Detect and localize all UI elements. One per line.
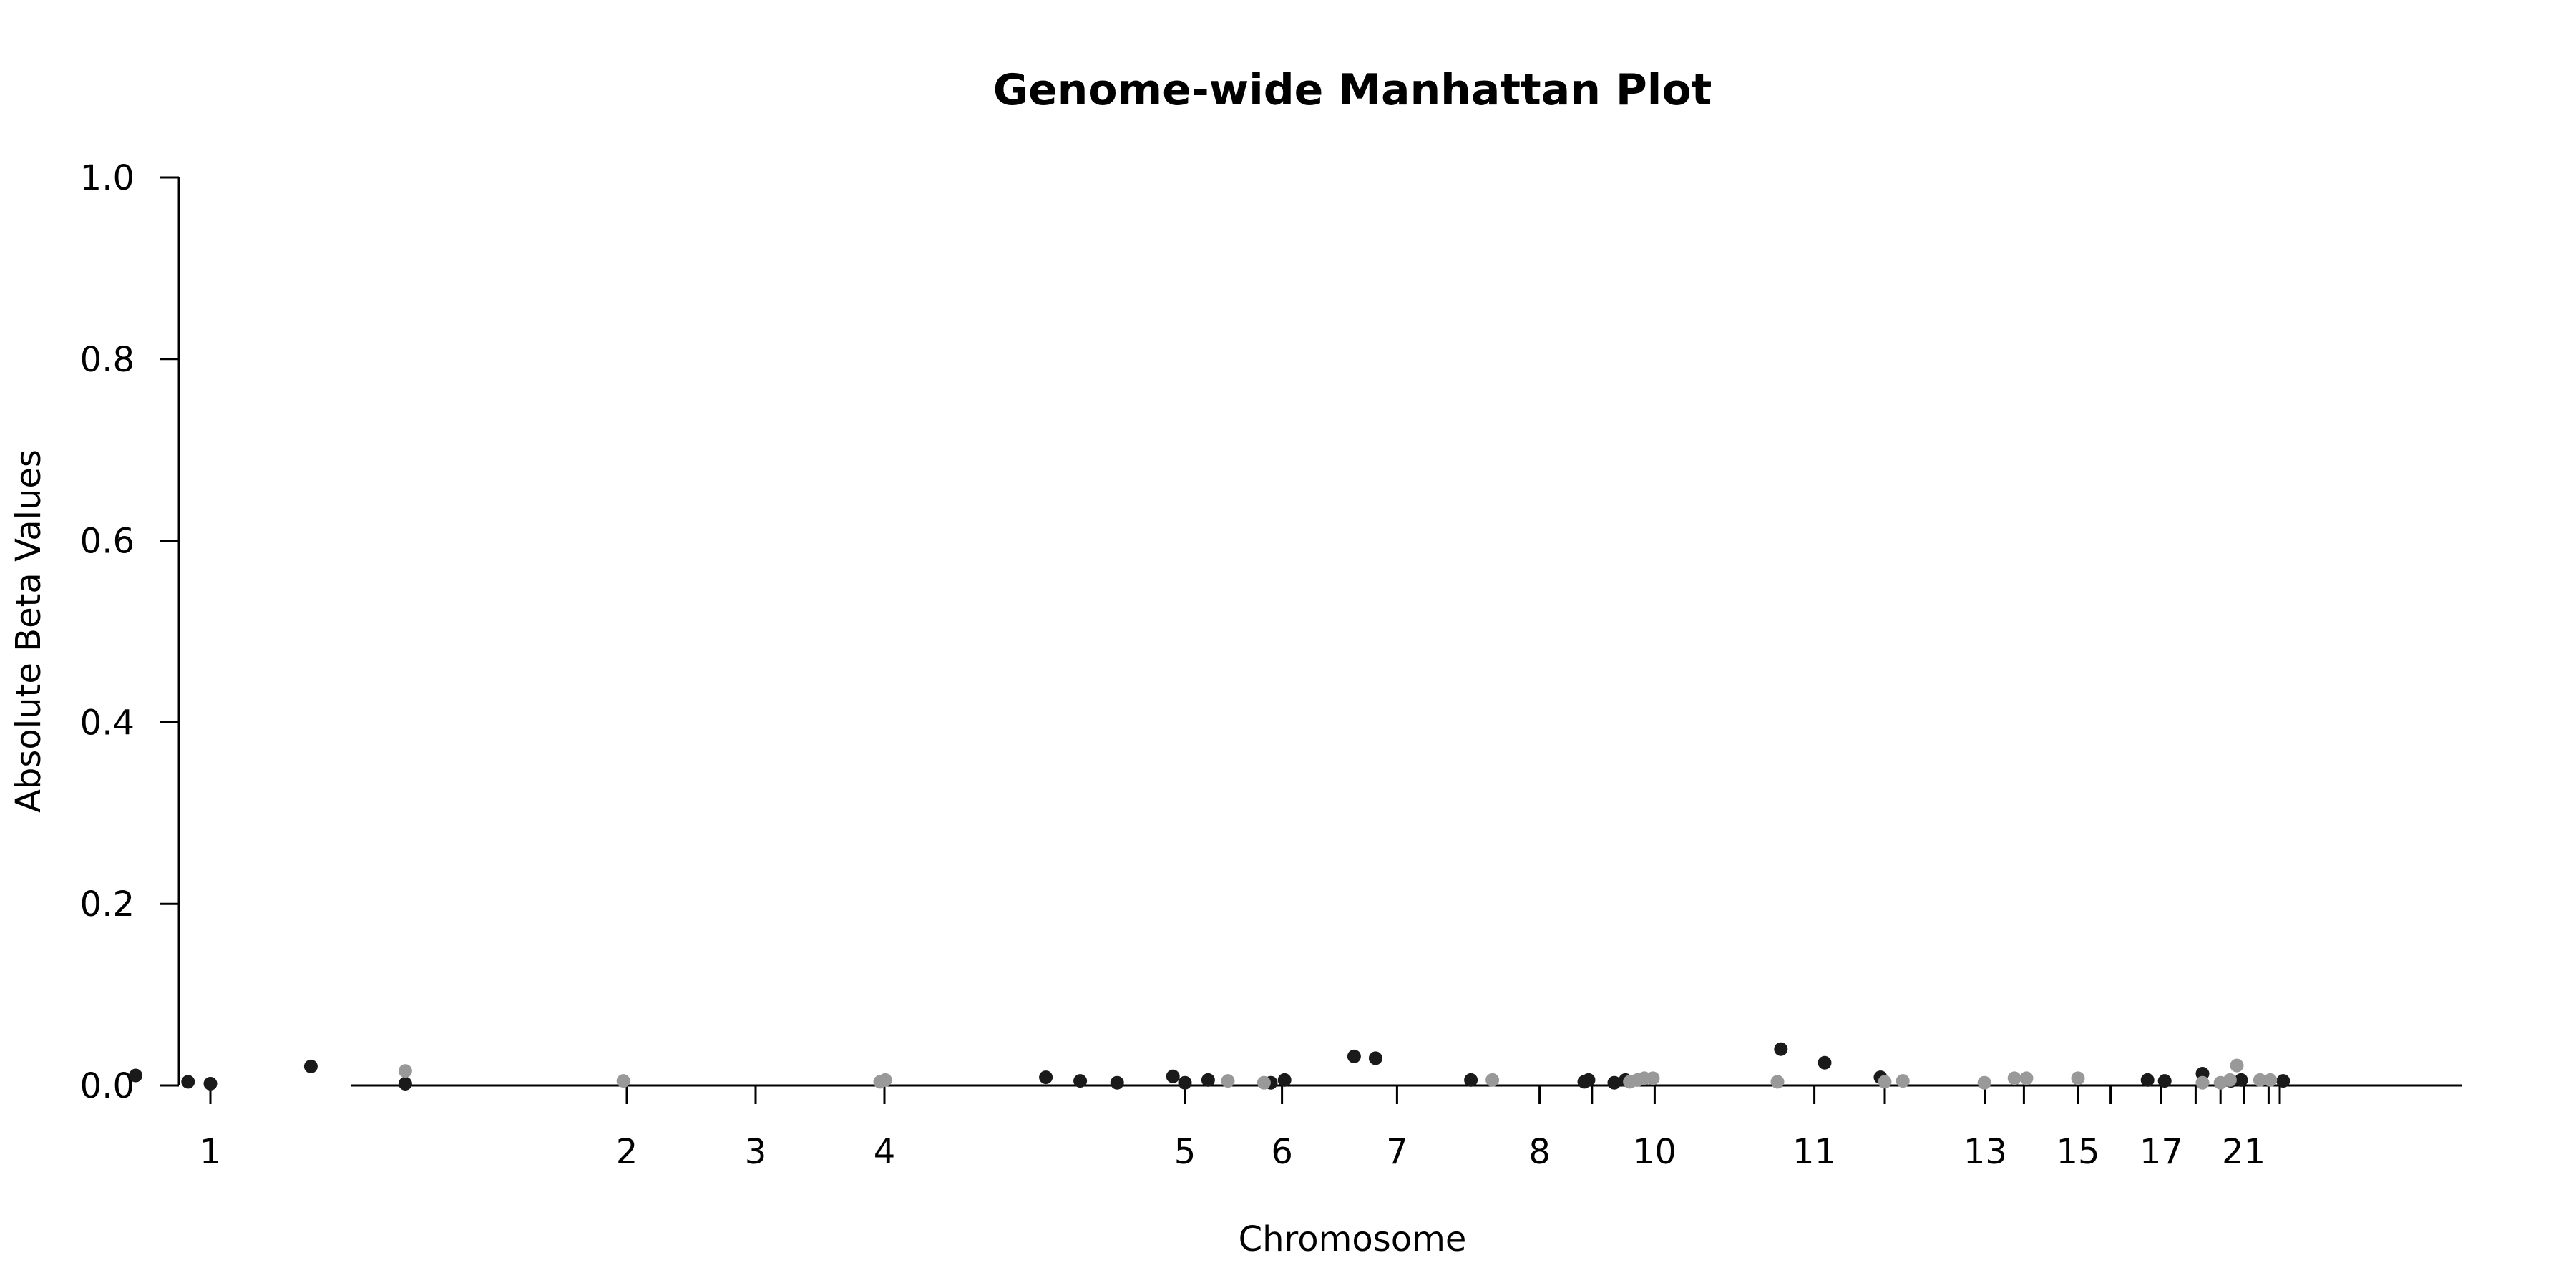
data-point [398, 1076, 412, 1091]
data-point [1464, 1073, 1478, 1087]
data-point [1607, 1075, 1621, 1090]
y-axis-label: Absolute Beta Values [9, 449, 49, 813]
data-point [129, 1068, 143, 1083]
data-point [398, 1064, 412, 1078]
data-point [2140, 1073, 2155, 1087]
data-point [616, 1074, 630, 1088]
data-point [1347, 1049, 1361, 1063]
data-point [1581, 1073, 1596, 1087]
x-tick-label: 17 [2140, 1132, 2183, 1172]
x-tick-label: 1 [200, 1132, 222, 1172]
data-point [1277, 1073, 1292, 1087]
data-point [1368, 1051, 1382, 1065]
x-tick-label: 2 [616, 1132, 638, 1172]
x-tick-label: 4 [874, 1132, 896, 1172]
y-tick-label: 0.0 [80, 1066, 135, 1106]
data-point [1039, 1070, 1053, 1085]
data-point [2253, 1073, 2267, 1087]
data-point [2157, 1074, 2172, 1088]
data-point [1878, 1075, 1892, 1089]
data-point [1110, 1075, 1124, 1090]
y-tick-label: 0.8 [80, 340, 135, 380]
data-point [878, 1073, 892, 1087]
x-tick-label: 8 [1528, 1132, 1551, 1172]
data-point [2195, 1075, 2210, 1090]
data-point [1977, 1075, 1991, 1090]
data-point [2071, 1071, 2085, 1085]
y-tick-label: 0.2 [80, 884, 135, 924]
x-tick-label: 13 [1963, 1132, 2007, 1172]
data-point [1818, 1055, 1832, 1070]
data-point [1201, 1073, 1215, 1087]
data-point [1166, 1069, 1180, 1083]
x-tick-label: 7 [1386, 1132, 1408, 1172]
data-points [129, 1042, 2290, 1091]
data-point [1257, 1075, 1271, 1090]
y-tick-label: 1.0 [80, 158, 135, 198]
data-point [2263, 1073, 2278, 1087]
y-tick-label: 0.4 [80, 703, 135, 743]
y-ticks: 0.0 0.2 0.4 0.6 0.8 1.0 [80, 158, 179, 1106]
x-tick-label: 15 [2056, 1132, 2099, 1172]
chart-title: Genome-wide Manhattan Plot [993, 65, 1712, 115]
data-point [1646, 1071, 1660, 1085]
x-tick-label: 21 [2222, 1132, 2265, 1172]
data-point [203, 1076, 218, 1091]
data-point [2007, 1071, 2021, 1085]
x-ticks: 1 2 3 4 5 6 7 8 10 11 13 15 17 21 [200, 1085, 2281, 1172]
x-tick-label: 6 [1271, 1132, 1293, 1172]
data-point [2019, 1071, 2034, 1085]
data-point [1896, 1074, 1910, 1088]
x-tick-label: 11 [1792, 1132, 1836, 1172]
data-point [303, 1059, 318, 1073]
data-point [2223, 1073, 2237, 1087]
x-tick-label: 5 [1174, 1132, 1196, 1172]
x-axis-label: Chromosome [1239, 1219, 1467, 1259]
y-tick-label: 0.6 [80, 522, 135, 562]
data-point [181, 1075, 195, 1089]
x-tick-label: 3 [745, 1132, 767, 1172]
data-point [1485, 1073, 1500, 1087]
data-point [1178, 1075, 1192, 1090]
x-tick-label: 10 [1633, 1132, 1677, 1172]
data-point [1221, 1074, 1235, 1088]
data-point [1774, 1042, 1788, 1056]
data-point [2230, 1058, 2244, 1073]
data-point [1770, 1075, 1785, 1089]
data-point [2234, 1073, 2248, 1087]
data-point [2276, 1074, 2290, 1088]
data-point [1073, 1074, 1088, 1088]
